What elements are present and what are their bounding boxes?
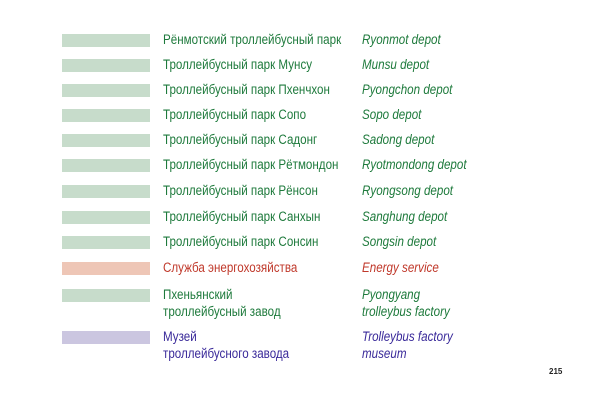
- russian-label: Троллейбусный парк Сонсин: [163, 234, 319, 249]
- english-label-line-2: museum: [362, 346, 407, 361]
- color-swatch: [62, 59, 150, 72]
- russian-label: Троллейбусный парк Рётмондон: [163, 157, 339, 172]
- english-label: Sanghung depot: [362, 209, 448, 224]
- english-label: Sadong depot: [362, 132, 435, 147]
- russian-label: Троллейбусный парк Сопо: [163, 107, 307, 122]
- english-label: Sopo depot: [362, 107, 422, 122]
- page-number: 215: [549, 367, 563, 376]
- russian-label-line-2: троллейбусного завода: [163, 346, 290, 361]
- russian-label-line-1: Пхеньянский: [163, 287, 233, 302]
- english-label: Pyongchon depot: [362, 82, 453, 97]
- color-swatch: [62, 331, 150, 344]
- russian-label: Рёнмотский троллейбусный парк: [163, 32, 342, 47]
- russian-label: Троллейбусный парк Мунсу: [163, 57, 313, 72]
- color-swatch: [62, 211, 150, 224]
- english-label: Songsin depot: [362, 234, 437, 249]
- color-swatch: [62, 236, 150, 249]
- color-swatch: [62, 262, 150, 275]
- russian-label: Троллейбусный парк Пхенчхон: [163, 82, 330, 97]
- color-swatch: [62, 134, 150, 147]
- color-swatch: [62, 185, 150, 198]
- english-label: Ryongsong depot: [362, 183, 454, 198]
- russian-label-line-1: Музей: [163, 329, 197, 344]
- english-label-line-1: Trolleybus factory: [362, 329, 453, 344]
- color-swatch: [62, 84, 150, 97]
- english-label-line-1: Pyongyang: [362, 287, 421, 302]
- russian-label: Троллейбусный парк Садонг: [163, 132, 318, 147]
- color-swatch: [62, 109, 150, 122]
- color-swatch: [62, 289, 150, 302]
- russian-label: Троллейбусный парк Санхын: [163, 209, 321, 224]
- russian-label: Троллейбусный парк Рёнсон: [163, 183, 318, 198]
- english-label: Energy service: [362, 260, 439, 275]
- english-label: Munsu depot: [362, 57, 430, 72]
- english-label: Ryotmondong depot: [362, 157, 467, 172]
- color-swatch: [62, 159, 150, 172]
- english-label: Ryonmot depot: [362, 32, 441, 47]
- russian-label-line-2: троллейбусный завод: [163, 304, 281, 319]
- color-swatch: [62, 34, 150, 47]
- english-label-line-2: trolleybus factory: [362, 304, 450, 319]
- russian-label: Служба энергохозяйства: [163, 260, 298, 275]
